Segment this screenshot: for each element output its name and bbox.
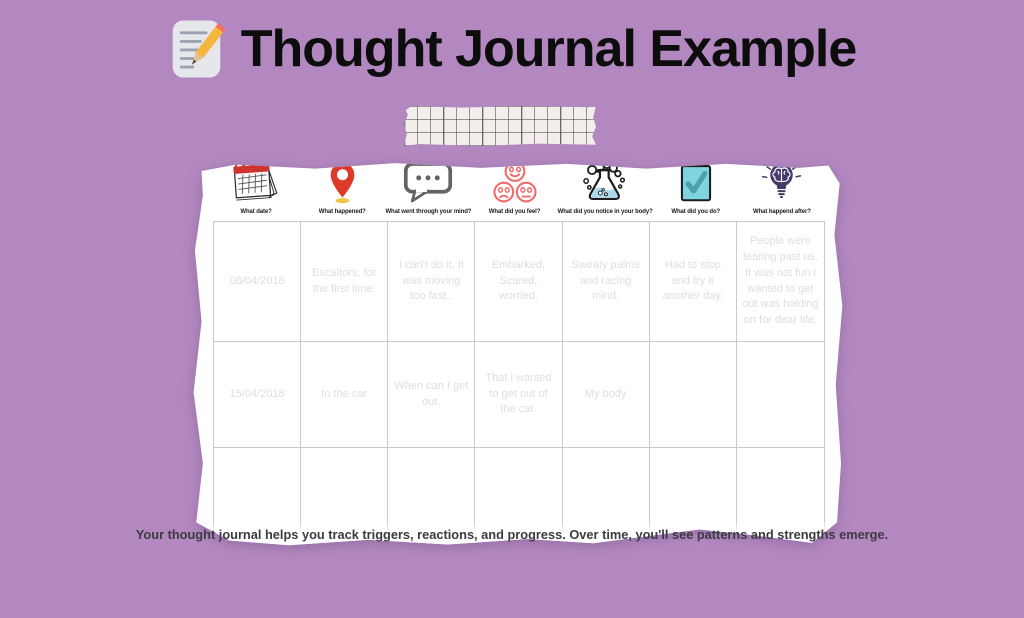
washi-tape	[404, 106, 596, 146]
svg-text:?: ?	[791, 156, 795, 163]
column-header-label: What did you do?	[671, 209, 720, 215]
journal-cell: People were tearing past us. It was not …	[737, 222, 824, 342]
journal-cell: 15/04/2018	[214, 342, 301, 448]
bubbling-flask-icon	[580, 156, 630, 204]
column-header-body: What did you notice in your body?	[558, 156, 653, 221]
journal-cell: When can I get out.	[388, 342, 475, 448]
column-header-label: What did you feel?	[489, 209, 541, 215]
journal-cell: In the car	[301, 342, 388, 448]
speech-bubble-icon	[403, 156, 453, 204]
journal-cell: My body	[563, 342, 650, 448]
idea-lightbulb-icon: ? ?	[759, 156, 804, 204]
journal-cell: That i wanted to get out of the car.	[475, 342, 562, 448]
column-header-happened: What happened?	[299, 156, 385, 221]
table-header-row: What date? What happened?	[213, 156, 825, 221]
worried-faces-icon	[492, 156, 538, 204]
page-header: Thought Journal Example	[0, 18, 1024, 80]
column-header-label: What happened?	[319, 209, 366, 215]
location-pin-icon	[327, 156, 358, 204]
journal-cell: 08/04/2018	[214, 222, 301, 342]
journal-cell: Had to stop and try it another day.	[650, 222, 737, 342]
column-header-label: What happend after?	[753, 209, 811, 215]
journal-paper-wrap: What date? What happened?	[183, 130, 845, 524]
page-title: Thought Journal Example	[241, 19, 857, 79]
column-header-label: What did you notice in your body?	[558, 209, 653, 215]
calendar-icon	[228, 156, 284, 204]
svg-text:?: ?	[769, 157, 773, 164]
journal-cell	[737, 342, 824, 448]
column-header-date: What date?	[213, 156, 299, 221]
checklist-icon	[678, 156, 714, 204]
column-header-mind: What went through your mind?	[385, 156, 471, 221]
column-header-after: ? ?	[739, 156, 825, 221]
journal-cell: Sweaty palms and racing mind.	[563, 222, 650, 342]
column-header-label: What date?	[240, 209, 271, 215]
footer-caption: Your thought journal helps you track tri…	[0, 527, 1024, 542]
journal-cell: Escaltors, for the first time.	[301, 222, 388, 342]
journal-table-body: 08/04/2018 Escaltors, for the first time…	[213, 221, 825, 618]
journal-paper: What date? What happened?	[183, 156, 845, 550]
column-header-do: What did you do?	[653, 156, 739, 221]
column-header-feel: What did you feel?	[471, 156, 557, 221]
memo-pencil-icon	[168, 18, 225, 80]
column-header-label: What went through your mind?	[385, 209, 471, 215]
journal-cell	[650, 342, 737, 448]
journal-cell: I can't do it. It was moving too fast..	[388, 222, 475, 342]
journal-cell: Embarked, Scared, worried.	[475, 222, 562, 342]
